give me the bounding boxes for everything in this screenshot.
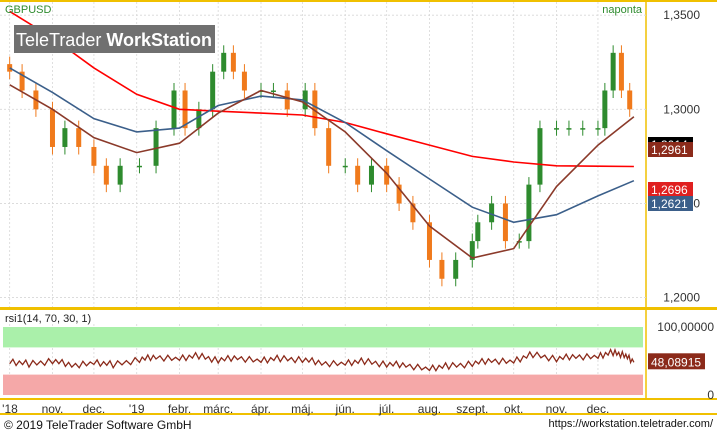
candle-body — [489, 203, 495, 223]
candle-body — [221, 52, 227, 72]
candle-body — [453, 259, 459, 279]
source-url-link[interactable]: https://workstation.teletrader.com/ — [548, 418, 713, 430]
top-border — [0, 0, 717, 2]
candle-body — [196, 109, 202, 129]
watermark-text: TeleTrader WorkStation — [16, 30, 212, 50]
candle-body — [342, 165, 348, 168]
candle-body — [502, 203, 508, 242]
candle-body — [284, 90, 290, 110]
candle-body — [475, 222, 481, 242]
x-tick-label: febr. — [168, 402, 191, 416]
x-tick-label: okt. — [504, 402, 523, 416]
rsi-y-tick-label: 0 — [707, 388, 714, 402]
candle-body — [426, 222, 432, 260]
price-tag-label: 1,2696 — [651, 183, 688, 197]
candle-body — [410, 203, 416, 223]
x-tick-label: nov. — [42, 402, 64, 416]
y-tick-label: 1,3000 — [663, 102, 700, 116]
y-tick-label: 1,2000 — [663, 291, 700, 305]
candle-body — [49, 109, 55, 147]
x-tick-label: ápr. — [251, 402, 271, 416]
price-tag — [648, 196, 693, 211]
price-tag — [648, 182, 693, 197]
candle-body — [580, 128, 586, 130]
candle-body — [602, 90, 608, 129]
candle-body — [537, 128, 543, 185]
price-tag — [648, 142, 693, 157]
x-tick-label: máj. — [291, 402, 314, 416]
rsi-overbought-band — [3, 327, 643, 348]
candle-body — [368, 165, 374, 185]
candle-body — [355, 165, 361, 185]
axis-separator — [0, 398, 717, 400]
price-tag-label: 1,2621 — [651, 197, 688, 211]
copyright-text: © 2019 TeleTrader Software GmbH — [4, 418, 192, 432]
candle-body — [595, 128, 601, 130]
x-tick-label: '18 — [2, 402, 18, 416]
candle-body — [326, 128, 332, 166]
candle-body — [210, 71, 216, 110]
rsi-y-tick-label: 100,00000 — [657, 320, 714, 334]
price-tag-label: 1,2961 — [651, 143, 688, 157]
ma-line-red — [9, 10, 634, 168]
watermark-box — [14, 25, 215, 53]
candle-body — [91, 146, 97, 166]
candle-body — [610, 52, 616, 91]
candle-body — [76, 128, 82, 147]
ma-line-brown — [9, 84, 635, 259]
footer-separator — [0, 413, 717, 415]
candle-body — [270, 90, 276, 92]
candle-body — [554, 128, 560, 130]
candle-body — [103, 165, 109, 185]
candle-body — [384, 165, 390, 185]
candle-body — [312, 90, 318, 129]
candle-body — [241, 71, 247, 91]
y-tick-label: 1,3500 — [663, 8, 700, 22]
candle-body — [302, 90, 308, 110]
rsi-indicator-label: rsi1(14, 70, 30, 1) — [5, 313, 91, 325]
x-tick-label: márc. — [203, 402, 233, 416]
x-tick-label: '19 — [129, 402, 145, 416]
candle-body — [153, 128, 159, 166]
candle-body — [396, 184, 402, 204]
panel-separator — [0, 307, 717, 310]
x-tick-label: dec. — [587, 402, 610, 416]
candle-body — [230, 52, 236, 72]
rsi-value-tag — [648, 353, 705, 370]
candle-body — [117, 165, 123, 185]
candle-body — [62, 128, 68, 147]
candle-body — [566, 128, 572, 130]
period-label: naponta — [602, 4, 643, 16]
candle-body — [171, 90, 177, 129]
candle-body — [627, 90, 633, 110]
candle-body — [526, 184, 532, 242]
candle-body — [136, 165, 142, 168]
x-tick-label: nov. — [546, 402, 568, 416]
x-tick-label: júl. — [378, 402, 394, 416]
x-tick-label: szept. — [456, 402, 488, 416]
x-tick-label: jún. — [335, 402, 355, 416]
candle-body — [7, 64, 13, 72]
candle-body — [439, 259, 445, 279]
candle-body — [19, 71, 25, 91]
x-tick-label: aug. — [418, 402, 441, 416]
candle-body — [469, 241, 475, 260]
rsi-oversold-band — [3, 374, 643, 395]
rsi-line — [9, 347, 635, 372]
rsi-value-label: 48,08915 — [651, 355, 701, 369]
x-tick-label: dec. — [83, 402, 106, 416]
candle-body — [618, 52, 624, 91]
instrument-label: GBPUSD — [5, 4, 52, 16]
